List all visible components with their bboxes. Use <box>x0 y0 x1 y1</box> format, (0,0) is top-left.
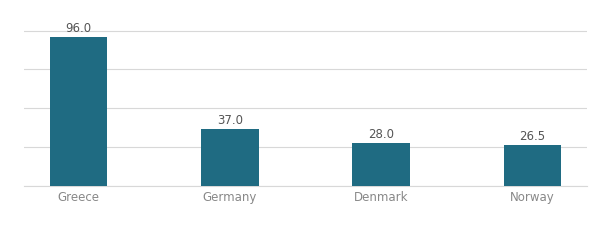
Bar <box>353 143 410 186</box>
Text: 28.0: 28.0 <box>368 128 394 141</box>
Text: 37.0: 37.0 <box>217 114 243 127</box>
Text: 96.0: 96.0 <box>65 22 91 35</box>
Bar <box>50 37 107 186</box>
Bar <box>504 145 561 186</box>
Text: 26.5: 26.5 <box>520 130 546 143</box>
Bar <box>201 128 258 186</box>
